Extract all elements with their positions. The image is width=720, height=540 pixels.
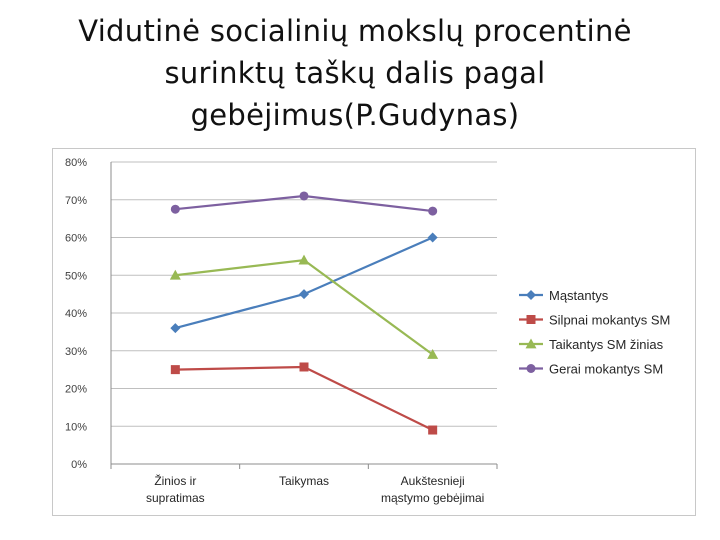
y-tick-label: 70% [65,195,87,207]
x-tick-label: Žinios ir supratimas [146,473,205,505]
y-tick-label: 20% [65,384,87,396]
y-tick-label: 30% [65,346,87,358]
slide-title-line-2: surinktų taškų dalis pagal [164,56,546,90]
legend-label: Gerai mokantys SM [549,362,663,377]
slide-title-line-3: gebėjimus(P.Gudynas) [190,98,520,132]
legend-marker [526,315,536,324]
data-point [169,269,181,280]
data-point [170,365,180,375]
legend-marker [526,290,536,300]
data-point [428,206,438,216]
y-tick-label: 80% [65,157,87,169]
legend-marker [526,364,536,373]
data-point [299,289,309,300]
data-point [299,191,309,201]
chart-frame: 0% 10% 20% 30% 40% 50% 60% 70% 80% Žinios ir supra… [52,148,696,516]
series-line [175,236,434,330]
legend-label: Silpnai mokantys SM [549,313,670,328]
x-tick-label: Taikymas [279,474,329,488]
legend-label: Mąstantys [549,288,609,303]
series-line [175,365,434,432]
slide-title: Vidutinė socialinių mokslų procentinė su… [0,10,710,136]
data-point [299,362,309,372]
line-chart: 0% 10% 20% 30% 40% 50% 60% 70% 80% Žinios ir supra… [65,157,670,505]
x-tick-label: Aukštesnieji mąstymo gebėjimai [381,474,484,505]
y-tick-label: 60% [65,233,87,245]
data-point [427,232,438,243]
data-point [170,204,180,214]
data-point [298,254,310,265]
y-tick-label: 0% [71,459,87,471]
data-point [428,425,438,435]
y-tick-label: 10% [65,421,87,433]
legend-label: Taikantys SM žinias [549,337,664,352]
legend-marker [525,338,537,349]
slide-title-line-1: Vidutinė socialinių mokslų procentinė [78,14,632,48]
data-point [170,323,181,334]
data-point [427,349,439,359]
series-line [175,259,434,356]
y-tick-label: 40% [65,308,87,320]
y-tick-label: 50% [65,270,87,282]
